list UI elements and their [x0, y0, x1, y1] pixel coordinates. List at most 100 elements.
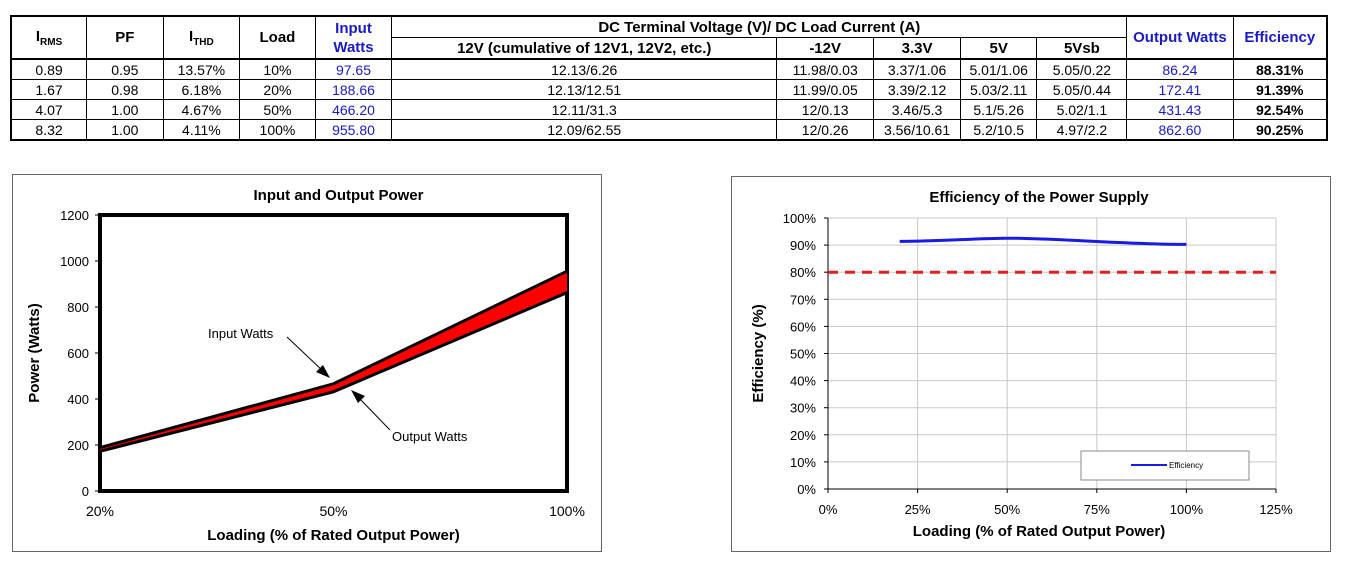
- y-tick-label: 80%: [790, 265, 816, 280]
- x-axis-label: Loading (% of Rated Output Power): [207, 527, 459, 544]
- efficiency-chart-panel: Efficiency of the Power Supply 0% 10% 20% 30…: [731, 176, 1331, 552]
- header-input-watts: Input Watts: [314, 15, 393, 60]
- x-tick-label: 75%: [1084, 502, 1110, 517]
- cell-v5sb: 5.05/0.22: [1036, 58, 1128, 80]
- y-tick-label: 90%: [790, 238, 816, 253]
- y-tick-label: 100%: [783, 211, 817, 226]
- cell-output: 86.24: [1126, 58, 1234, 80]
- cell-output: 862.60: [1126, 119, 1234, 141]
- cell-ithd: 4.11%: [162, 119, 241, 141]
- y-tick-label: 50%: [790, 347, 816, 362]
- annotation-input-arrowhead: [316, 365, 330, 378]
- cell-v5sb: 4.97/2.2: [1036, 119, 1128, 141]
- x-axis-label: Loading (% of Rated Output Power): [913, 523, 1165, 540]
- power-chart-panel: Input and Output Power 0 200 400 600 800 1000 1…: [12, 174, 602, 552]
- y-tick-label: 0: [82, 484, 89, 499]
- y-tick-label: 70%: [790, 292, 816, 307]
- cell-v5sb: 5.05/0.44: [1036, 79, 1128, 100]
- cell-eff: 91.39%: [1232, 79, 1328, 100]
- cell-eff: 90.25%: [1232, 119, 1328, 141]
- cell-v12: 12.09/62.55: [391, 119, 778, 141]
- series-output-watts-line: [99, 291, 568, 453]
- header-load: Load: [239, 15, 316, 60]
- cell-vm12: 11.98/0.03: [776, 58, 875, 80]
- input-output-power-chart: Input and Output Power 0 200 400 600 800 1000 1…: [12, 174, 602, 552]
- cell-input: 97.65: [314, 58, 393, 80]
- x-tick-label: 0%: [819, 502, 838, 517]
- y-tick-label: 1000: [60, 254, 89, 269]
- cell-v12: 12.13/12.51: [391, 79, 778, 100]
- legend-label: Efficiency: [1169, 461, 1203, 470]
- table-row: 8.32 1.00 4.11% 100% 955.80 12.09/62.55 12/0.2…: [10, 119, 1328, 141]
- table-row: 4.07 1.00 4.67% 50% 466.20 12.11/31.3 12/0.13 3…: [10, 99, 1328, 120]
- cell-eff: 92.54%: [1232, 99, 1328, 120]
- y-tick-label: 0%: [797, 482, 816, 497]
- cell-vm12: 12/0.13: [776, 99, 875, 120]
- cell-v5: 5.03/2.11: [959, 79, 1038, 100]
- cell-load: 20%: [239, 79, 316, 100]
- annotation-input-arrow: [286, 336, 325, 373]
- cell-v12: 12.11/31.3: [391, 99, 778, 120]
- y-axis-label: Efficiency (%): [750, 304, 767, 402]
- y-tick-label: 800: [67, 300, 89, 315]
- header-5v: 5V: [959, 37, 1038, 60]
- header-dc-group: DC Terminal Voltage (V)/ DC Load Current…: [391, 15, 1128, 38]
- cell-v5: 5.1/5.26: [959, 99, 1038, 120]
- header-efficiency: Efficiency: [1232, 15, 1328, 60]
- annotation-output-arrowhead: [351, 390, 365, 403]
- y-tick-label: 200: [67, 438, 89, 453]
- cell-vm12: 11.99/0.05: [776, 79, 875, 100]
- x-tick-label: 50%: [319, 503, 347, 519]
- y-tick-label: 10%: [790, 455, 816, 470]
- cell-pf: 1.00: [86, 99, 164, 120]
- header-3v3: 3.3V: [873, 37, 961, 60]
- cell-pf: 1.00: [86, 119, 164, 141]
- cell-v12: 12.13/6.26: [391, 58, 778, 80]
- header-ithd: ITHD: [162, 15, 241, 60]
- cell-irms: 8.32: [10, 119, 88, 141]
- header-minus12v: -12V: [776, 37, 875, 60]
- cell-vm12: 12/0.26: [776, 119, 875, 141]
- cell-ithd: 4.67%: [162, 99, 241, 120]
- cell-irms: 4.07: [10, 99, 88, 120]
- table-row: 1.67 0.98 6.18% 20% 188.66 12.13/12.51 11.99/0…: [10, 79, 1328, 100]
- y-axis-label: Power (Watts): [26, 303, 43, 402]
- x-tick-label: 50%: [994, 502, 1020, 517]
- annotation-input-watts: Input Watts: [208, 326, 274, 341]
- series-efficiency-line: [899, 236, 1187, 246]
- y-tick-label: 20%: [790, 428, 816, 443]
- cell-load: 100%: [239, 119, 316, 141]
- header-5vsb: 5Vsb: [1036, 37, 1128, 60]
- x-tick-label: 100%: [549, 503, 585, 519]
- header-12v: 12V (cumulative of 12V1, 12V2, etc.): [391, 37, 778, 60]
- cell-input: 955.80: [314, 119, 393, 141]
- y-tick-label: 40%: [790, 374, 816, 389]
- y-tick-label: 400: [67, 392, 89, 407]
- annotation-output-arrow: [356, 395, 391, 431]
- chart-title: Efficiency of the Power Supply: [929, 189, 1149, 206]
- series-input-watts-line: [99, 269, 568, 450]
- efficiency-chart: Efficiency of the Power Supply 0% 10% 20% 30…: [731, 176, 1331, 552]
- cell-v33: 3.37/1.06: [873, 58, 961, 80]
- y-tick-label: 60%: [790, 319, 816, 334]
- cell-irms: 0.89: [10, 58, 88, 80]
- cell-pf: 0.95: [86, 58, 164, 80]
- chart-title: Input and Output Power: [254, 187, 424, 204]
- cell-v5sb: 5.02/1.1: [1036, 99, 1128, 120]
- cell-eff: 88.31%: [1232, 58, 1328, 80]
- power-supply-table: IRMS PF ITHD Load Input Watts DC Termina…: [10, 15, 1328, 141]
- x-tick-label: 100%: [1170, 502, 1204, 517]
- cell-ithd: 6.18%: [162, 79, 241, 100]
- plot-area: [98, 213, 569, 493]
- cell-load: 10%: [239, 58, 316, 80]
- cell-input: 466.20: [314, 99, 393, 120]
- x-tick-label: 125%: [1259, 502, 1293, 517]
- header-irms: IRMS: [10, 15, 88, 60]
- chart-border: [731, 176, 1331, 552]
- cell-v33: 3.56/10.61: [873, 119, 961, 141]
- header-output-watts: Output Watts: [1126, 15, 1234, 60]
- y-tick-label: 1200: [60, 208, 89, 223]
- cell-irms: 1.67: [10, 79, 88, 100]
- annotation-output-watts: Output Watts: [392, 429, 468, 444]
- cell-output: 431.43: [1126, 99, 1234, 120]
